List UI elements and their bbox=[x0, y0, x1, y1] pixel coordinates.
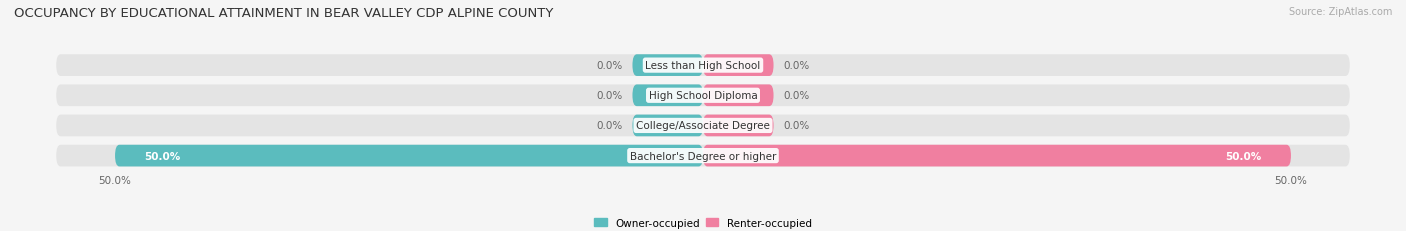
Text: 0.0%: 0.0% bbox=[596, 61, 623, 71]
FancyBboxPatch shape bbox=[703, 55, 773, 77]
Legend: Owner-occupied, Renter-occupied: Owner-occupied, Renter-occupied bbox=[591, 214, 815, 231]
FancyBboxPatch shape bbox=[703, 145, 1291, 167]
FancyBboxPatch shape bbox=[633, 115, 703, 137]
Text: 0.0%: 0.0% bbox=[596, 91, 623, 101]
Text: Bachelor's Degree or higher: Bachelor's Degree or higher bbox=[630, 151, 776, 161]
FancyBboxPatch shape bbox=[56, 115, 1350, 137]
FancyBboxPatch shape bbox=[703, 85, 773, 107]
Text: 0.0%: 0.0% bbox=[783, 91, 810, 101]
FancyBboxPatch shape bbox=[56, 145, 1350, 167]
Text: High School Diploma: High School Diploma bbox=[648, 91, 758, 101]
Text: Source: ZipAtlas.com: Source: ZipAtlas.com bbox=[1288, 7, 1392, 17]
FancyBboxPatch shape bbox=[115, 145, 703, 167]
FancyBboxPatch shape bbox=[703, 115, 773, 137]
Text: 50.0%: 50.0% bbox=[145, 151, 181, 161]
Text: College/Associate Degree: College/Associate Degree bbox=[636, 121, 770, 131]
FancyBboxPatch shape bbox=[633, 85, 703, 107]
Text: Less than High School: Less than High School bbox=[645, 61, 761, 71]
Text: 0.0%: 0.0% bbox=[783, 61, 810, 71]
Text: 0.0%: 0.0% bbox=[596, 121, 623, 131]
Text: OCCUPANCY BY EDUCATIONAL ATTAINMENT IN BEAR VALLEY CDP ALPINE COUNTY: OCCUPANCY BY EDUCATIONAL ATTAINMENT IN B… bbox=[14, 7, 554, 20]
FancyBboxPatch shape bbox=[633, 55, 703, 77]
FancyBboxPatch shape bbox=[56, 55, 1350, 77]
Text: 50.0%: 50.0% bbox=[1225, 151, 1261, 161]
FancyBboxPatch shape bbox=[56, 85, 1350, 107]
Text: 0.0%: 0.0% bbox=[783, 121, 810, 131]
